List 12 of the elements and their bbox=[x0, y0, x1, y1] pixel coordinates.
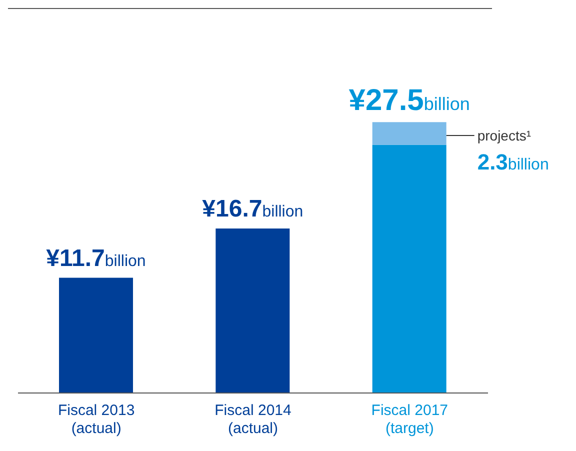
total-label: ¥11.7billion bbox=[46, 244, 146, 272]
x-tick-label: Fiscal 2013 (actual) bbox=[58, 402, 135, 437]
x-tick-label: Fiscal 2017 (target) bbox=[371, 402, 448, 437]
bar bbox=[372, 122, 446, 145]
total-label: ¥27.5billion bbox=[348, 84, 470, 118]
x-tick-label: Fiscal 2014 (actual) bbox=[214, 402, 292, 437]
bar bbox=[216, 228, 290, 393]
bar bbox=[59, 278, 133, 393]
bar bbox=[372, 144, 446, 393]
total-label: ¥16.7billion bbox=[202, 196, 304, 223]
text: projects¹ bbox=[477, 127, 532, 144]
data-label: 2.3billion bbox=[477, 149, 549, 174]
